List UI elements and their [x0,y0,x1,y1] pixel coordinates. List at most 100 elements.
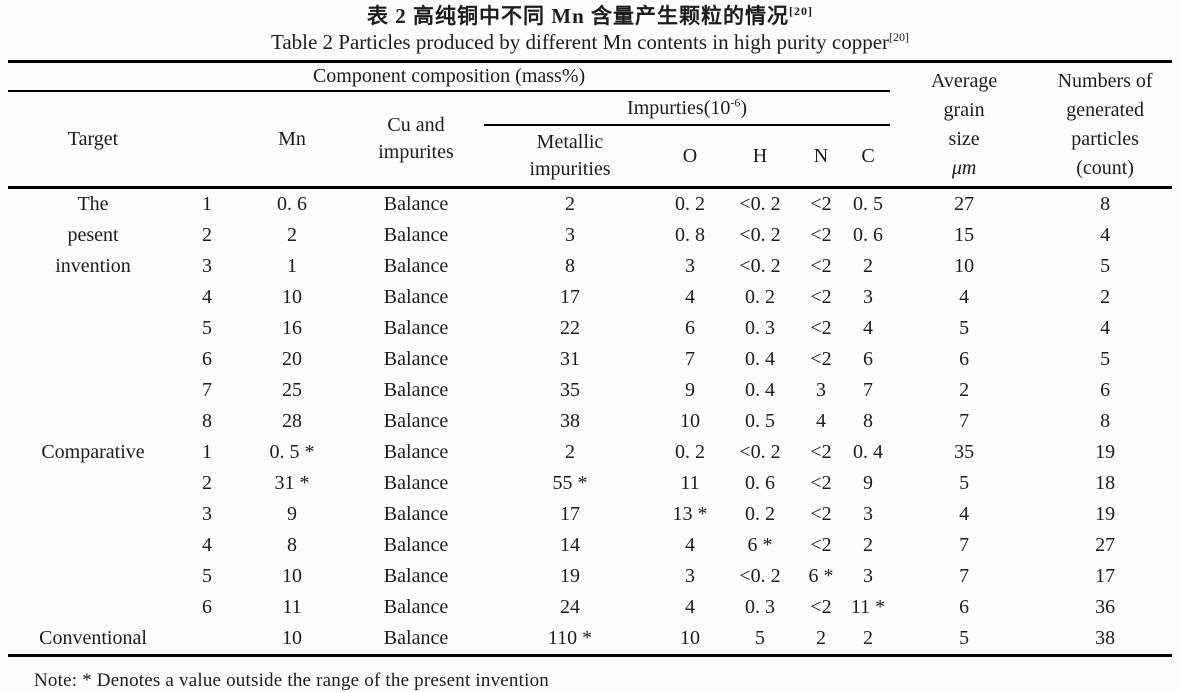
cell-n: <2 [810,224,832,246]
cell-c: 0. 4 [853,441,884,463]
cell-mn: 8 [287,534,297,556]
header-impurties-exponent: -6 [730,94,741,109]
cell-h: <0. 2 [739,193,781,215]
header-mn: Mn [236,91,348,189]
cell-n: <2 [810,596,832,618]
cell-mn: 0. 5 * [269,441,315,463]
cell-o: 4 [685,286,695,308]
cell-cu: Balance [383,472,449,494]
cell-o: 9 [685,379,695,401]
cell-met: 8 [565,255,575,277]
table-row: 5 16 Balance 22 6 0. 3 <2 4 5 4 [8,313,1172,344]
cell-n: 3 [816,379,826,401]
cell-target [8,313,178,344]
cell-n: <2 [810,472,832,494]
header-numbers-line: generated [1066,98,1144,121]
cell-cu: Balance [383,534,449,556]
cell-avg: 6 [959,348,970,370]
cell-target: pesent [67,224,119,246]
cell-o: 4 [685,534,695,556]
header-average-line: Average [930,69,998,92]
cell-met: 17 [560,286,580,308]
cell-met: 22 [560,317,580,339]
header-metallic-line: Metallic [536,131,604,153]
cell-num: 27 [1095,534,1116,556]
cell-c: 3 [863,565,874,587]
cell-num: 17 [1095,565,1116,587]
table-row: invention 3 1 Balance 8 3 <0. 2 <2 2 10 5 [8,251,1172,282]
table-row: 6 11 Balance 24 4 0. 3 <2 11 * 6 36 [8,592,1172,623]
cell-cu: Balance [383,317,449,339]
cell-avg: 15 [954,224,975,246]
cell-mn: 31 * [274,472,310,494]
cell-cu: Balance [383,503,449,525]
cell-c: 4 [863,317,874,339]
header-impurties-paren: ) [740,96,748,119]
cell-cu: Balance [383,441,449,463]
cell-h: <0. 2 [739,441,781,463]
cell-target [8,406,178,437]
cell-avg: 2 [959,379,970,401]
caption-chinese: 表 2 高纯铜中不同 Mn 含量产生颗粒的情况[20] [0,0,1180,29]
cell-c: 8 [863,410,874,432]
cell-cu: Balance [383,193,449,215]
footnote: Note: * Denotes a value outside the rang… [34,670,549,691]
header-sample-number [178,91,236,189]
cell-no [178,623,236,657]
cell-h: 6 * [747,534,773,556]
cell-no: 4 [202,534,212,556]
cell-n: <2 [810,255,832,277]
cell-met: 14 [560,534,580,556]
cell-cu: Balance [383,255,449,277]
cell-target: Comparative [41,441,145,463]
header-carbon: C [846,125,891,189]
cell-met: 55 * [552,472,588,494]
cell-no: 2 [202,224,212,246]
header-target: Target [8,91,178,189]
cell-n: <2 [810,441,832,463]
cell-n: <2 [810,193,832,215]
cell-o: 7 [685,348,695,370]
cell-no: 5 [202,565,212,587]
cell-o: 11 [680,472,700,494]
cell-o: 0. 2 [675,441,705,463]
cell-h: <0. 2 [739,255,781,277]
table-row: 7 25 Balance 35 9 0. 4 3 7 2 6 [8,375,1172,406]
cell-mn: 10 [282,286,302,308]
header-numbers-line: (count) [1076,156,1134,179]
data-table: Component composition (mass%) Average gr… [8,60,1173,657]
cell-num: 18 [1095,472,1116,494]
cell-mn: 2 [287,224,297,246]
table-row: 2 31 * Balance 55 * 11 0. 6 <2 9 5 18 [8,468,1172,499]
cell-num: 5 [1100,255,1111,277]
cell-cu: Balance [383,596,449,618]
caption-english-citation: [20] [889,30,910,44]
cell-c: 9 [863,472,874,494]
header-average-line: size [948,127,980,150]
cell-target [8,282,178,313]
cell-h: 0. 2 [745,503,775,525]
cell-no: 5 [202,317,212,339]
cell-met: 2 [565,441,575,463]
cell-num: 4 [1100,317,1111,339]
cell-mn: 0. 6 [277,193,307,215]
table-row: 4 10 Balance 17 4 0. 2 <2 3 4 2 [8,282,1172,313]
cell-c: 0. 6 [853,224,884,246]
caption-english: Table 2 Particles produced by different … [0,29,1180,56]
cell-avg: 4 [959,286,970,308]
cell-n: 6 * [808,565,834,587]
cell-h: 0. 3 [745,596,775,618]
cell-h: <0. 2 [739,224,781,246]
cell-target [8,499,178,530]
cell-no: 3 [202,255,212,277]
cell-avg: 27 [954,193,975,215]
header-average-line: grain [943,98,985,121]
cell-cu: Balance [383,379,449,401]
cell-cu: Balance [383,348,449,370]
caption-english-text: Table 2 Particles produced by different … [270,30,890,54]
header-impurties: Impurties(10-6) [484,91,891,126]
cell-n: 4 [816,410,826,432]
table-body: The 1 0. 6 Balance 2 0. 2 <0. 2 <2 0. 5 27 8 pesent… [8,188,1173,657]
cell-h: 0. 2 [745,286,775,308]
cell-o: 0. 8 [675,224,705,246]
